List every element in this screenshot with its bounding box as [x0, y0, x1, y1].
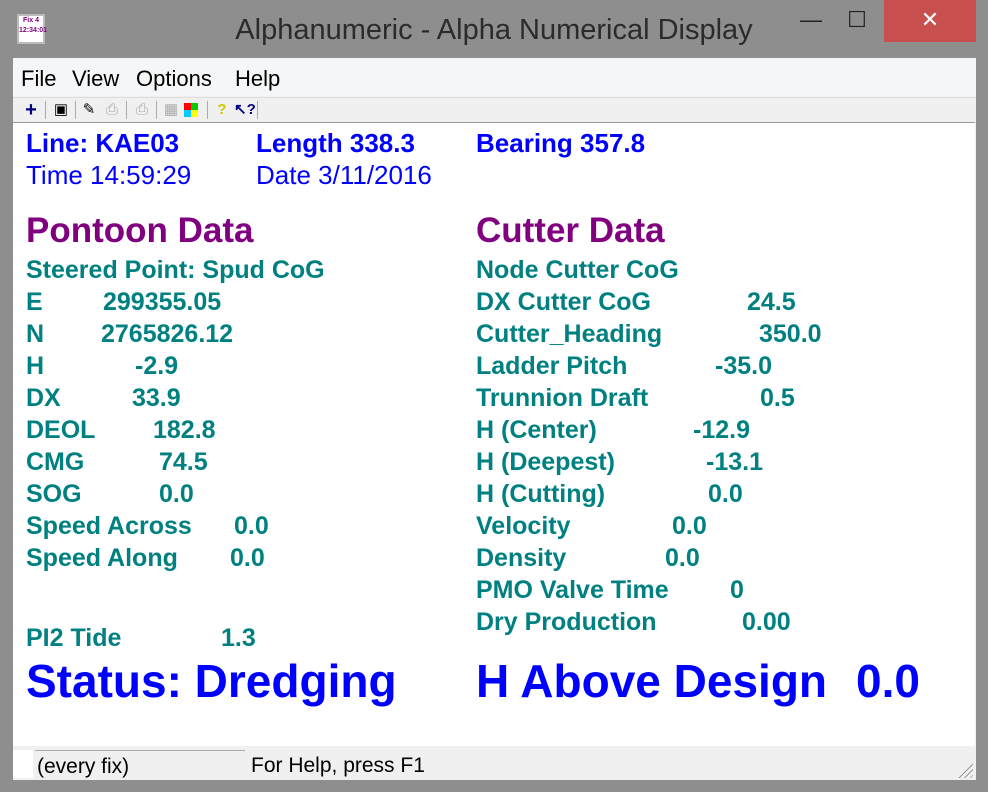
pontoon-row-label: Speed Across	[26, 512, 192, 540]
pontoon-row-value: 1.3	[221, 624, 256, 652]
menu-file[interactable]: File	[21, 66, 57, 91]
pontoon-row-value: 0.0	[234, 512, 269, 540]
pontoon-row-label: SOG	[26, 480, 82, 508]
toolbar-separator	[156, 101, 157, 119]
status-indicator	[13, 750, 33, 778]
toolbar-separator	[257, 101, 258, 119]
cutter-row-label: DX Cutter CoG	[476, 288, 651, 316]
h-above-design-value: 0.0	[856, 655, 920, 707]
node-cutter: Node Cutter CoG	[476, 256, 679, 284]
cutter-row-value: 0.00	[742, 608, 791, 636]
app-icon-text: Fix 4	[23, 17, 39, 24]
cutter-row-value: -13.1	[706, 448, 763, 476]
date-label: Date 3/11/2016	[256, 160, 432, 190]
toolbar-separator	[126, 101, 127, 119]
plus-icon[interactable]: +	[25, 99, 37, 121]
client-area: File View Options Help + ▣ ✎ ⎙ ⎙ ▦ ■ ? ↖…	[13, 58, 976, 780]
cutter-row-label: Trunnion Draft	[476, 384, 649, 412]
cutter-row-value: -12.9	[693, 416, 750, 444]
line-label: Line: KAE03	[26, 128, 180, 158]
menu-bar: File View Options Help	[13, 58, 976, 96]
toolbar-separator	[45, 101, 46, 119]
context-help-icon[interactable]: ↖?	[234, 101, 256, 118]
cutter-row-value: 350.0	[759, 320, 822, 348]
cutter-row-label: H (Deepest)	[476, 448, 615, 476]
cutter-row-value: 0	[730, 576, 744, 604]
pontoon-row-value: 2765826.12	[101, 320, 234, 348]
minimize-button[interactable]: —	[800, 7, 822, 32]
app-icon-subtext: 12:34:01	[19, 27, 48, 34]
toolbar-separator	[75, 101, 76, 119]
pontoon-row-label: H	[26, 352, 45, 380]
resize-grip[interactable]	[955, 760, 973, 778]
menu-options[interactable]: Options	[136, 66, 212, 91]
cutter-row-label: Cutter_Heading	[476, 320, 663, 348]
status-text: Status: Dredging	[26, 655, 397, 707]
pontoon-row-value: 33.9	[132, 384, 181, 412]
cutter-row-value: 0.0	[672, 512, 707, 540]
toolbar: + ▣ ✎ ⎙ ⎙ ▦ ■ ? ↖?	[13, 97, 976, 121]
window-title: Alphanumeric - Alpha Numerical Display	[235, 14, 753, 46]
close-button[interactable]: ✕	[884, 0, 976, 42]
cutter-row-label: PMO Valve Time	[476, 576, 669, 604]
steered-point: Steered Point: Spud CoG	[26, 256, 325, 284]
pontoon-row-value: 0.0	[230, 544, 265, 572]
app-icon[interactable]: Fix 4 12:34:01	[17, 14, 48, 44]
pontoon-row-value: 299355.05	[103, 288, 222, 316]
pontoon-row-label: PI2 Tide	[26, 624, 122, 652]
pontoon-row-value: 182.8	[153, 416, 216, 444]
toolbar-separator	[207, 101, 208, 119]
cutter-row-label: H (Center)	[476, 416, 597, 444]
grid-icon[interactable]: ▦	[163, 101, 179, 118]
alphanumeric-display: Line: KAE03 Length 338.3 Bearing 357.8 T…	[13, 122, 975, 746]
print-icon[interactable]: ⎙	[105, 101, 118, 118]
help-icon[interactable]: ?	[217, 101, 227, 118]
cutter-row-label: Velocity	[476, 512, 571, 540]
cutter-row-label: Dry Production	[476, 608, 657, 636]
cutter-row-label: H (Cutting)	[476, 480, 606, 508]
menu-help[interactable]: Help	[235, 66, 281, 91]
wand-icon[interactable]: ✎	[82, 101, 96, 118]
length-label: Length 338.3	[256, 128, 415, 158]
cutter-title: Cutter Data	[476, 211, 665, 250]
print-preview-icon[interactable]: ⎙	[135, 101, 148, 118]
bearing-label: Bearing 357.8	[476, 128, 646, 158]
status-mode: (every fix)	[35, 750, 245, 778]
cutter-row-label: Ladder Pitch	[476, 352, 628, 380]
cutter-row-value: 0.0	[665, 544, 700, 572]
maximize-button[interactable]: ☐	[847, 7, 867, 32]
pontoon-row-label: DEOL	[26, 416, 96, 444]
time-label: Time 14:59:29	[26, 160, 192, 190]
cutter-row-value: 0.0	[708, 480, 743, 508]
pontoon-title: Pontoon Data	[26, 211, 254, 250]
select-window-icon[interactable]: ▣	[53, 101, 69, 118]
menu-view[interactable]: View	[72, 66, 120, 91]
colors-icon[interactable]: ■	[184, 103, 198, 117]
cutter-row-value: -35.0	[715, 352, 772, 380]
cutter-row-label: Density	[476, 544, 567, 572]
cutter-row-value: 24.5	[747, 288, 796, 316]
title-bar: Fix 4 12:34:01 Alphanumeric - Alpha Numer…	[0, 0, 988, 58]
h-above-design-label: H Above Design	[476, 655, 828, 707]
status-help: For Help, press F1	[251, 754, 425, 777]
pontoon-row-value: 74.5	[159, 448, 208, 476]
pontoon-row-value: 0.0	[159, 480, 194, 508]
pontoon-row-label: N	[26, 320, 45, 348]
pontoon-row-value: -2.9	[135, 352, 179, 380]
pontoon-row-label: Speed Along	[26, 544, 178, 572]
pontoon-row-label: DX	[26, 384, 61, 412]
status-bar: (every fix) For Help, press F1	[13, 748, 976, 780]
pontoon-row-label: CMG	[26, 448, 85, 476]
cutter-row-value: 0.5	[760, 384, 795, 412]
pontoon-row-label: E	[26, 288, 43, 316]
